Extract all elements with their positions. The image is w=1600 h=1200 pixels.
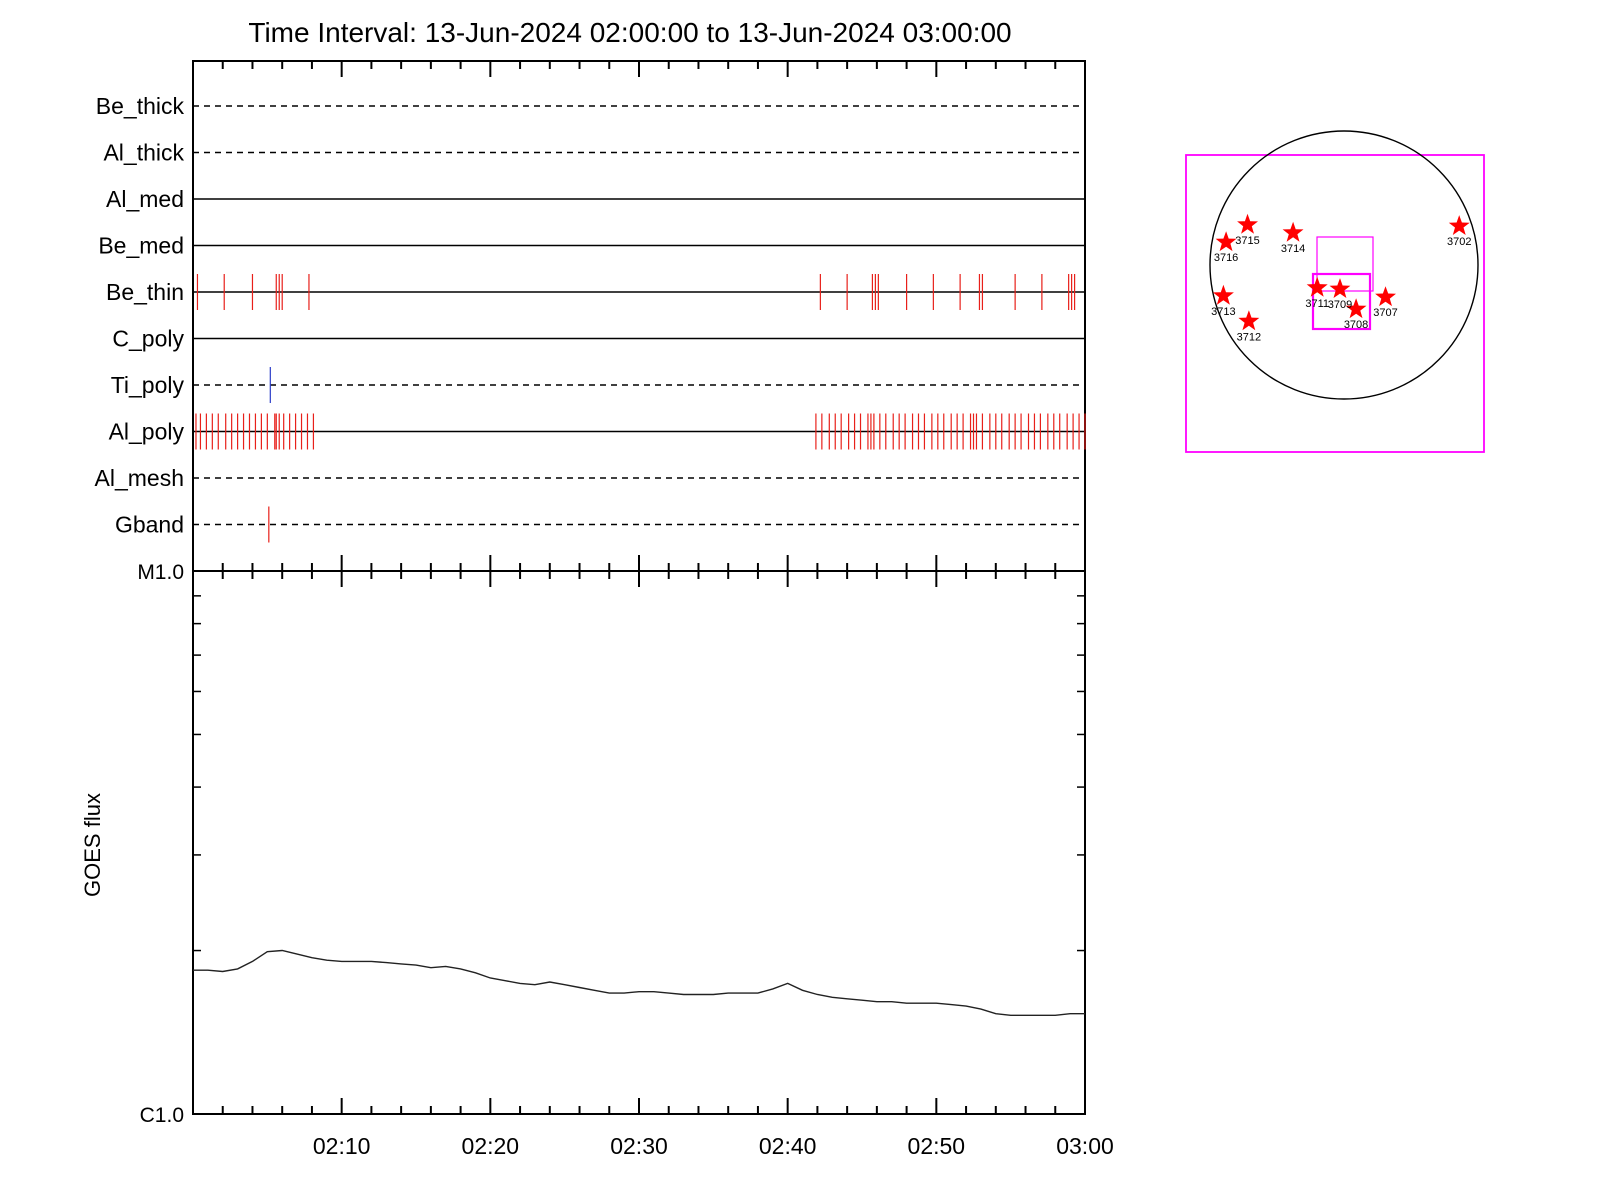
fov-inner-box bbox=[1316, 236, 1374, 292]
goes-flux-line bbox=[193, 949, 1085, 1016]
region-label: 3702 bbox=[1447, 236, 1471, 248]
channel-label: Al_med bbox=[106, 186, 184, 212]
region-star-marker bbox=[1345, 298, 1367, 319]
region-star-marker bbox=[1375, 286, 1396, 307]
region-star-marker bbox=[1282, 221, 1304, 242]
goes-flux-panel: M1.0 C1.0 02:10 02:20 02:30 02:40 02:50 03:00 bbox=[137, 561, 1113, 1159]
channel-label: Gband bbox=[115, 512, 184, 538]
region-star-marker bbox=[1215, 231, 1237, 252]
region-star-marker bbox=[1306, 276, 1328, 297]
chart-title: Time Interval: 13-Jun-2024 02:00:00 to 1… bbox=[248, 17, 1011, 48]
region-star-marker bbox=[1212, 284, 1234, 305]
region-label: 3712 bbox=[1237, 331, 1261, 343]
solar-disk-outline bbox=[1209, 130, 1479, 400]
channel-label: Ti_poly bbox=[111, 372, 185, 398]
channel-label: Al_poly bbox=[109, 419, 185, 445]
region-star-marker bbox=[1237, 213, 1258, 234]
region-label: 3707 bbox=[1373, 307, 1397, 319]
region-star-marker bbox=[1238, 310, 1260, 331]
channel-label: Be_thin bbox=[106, 279, 184, 305]
channel-label: Be_med bbox=[98, 233, 184, 259]
fov-active-box bbox=[1311, 272, 1372, 331]
region-label: 3713 bbox=[1211, 306, 1235, 318]
channel-label: Al_mesh bbox=[95, 465, 184, 491]
y-axis-label: GOES flux bbox=[80, 793, 105, 897]
x-tick-label: 02:10 bbox=[313, 1133, 371, 1159]
event-timeline-panel: Be_thick Al_thick Al_med Be_med Be_thin C_pol… bbox=[95, 60, 1086, 572]
flux-frame bbox=[192, 570, 1086, 1115]
x-tick-label: 02:40 bbox=[759, 1133, 817, 1159]
region-label: 3714 bbox=[1281, 243, 1305, 255]
channel-label: Al_thick bbox=[103, 140, 184, 166]
region-label: 3708 bbox=[1344, 319, 1368, 331]
region-star-marker bbox=[1329, 278, 1351, 298]
x-tick-label: 03:00 bbox=[1056, 1133, 1114, 1159]
region-label: 3715 bbox=[1235, 235, 1259, 247]
region-star-marker bbox=[1448, 215, 1470, 235]
fov-outer-box bbox=[1185, 154, 1485, 453]
timeline-frame bbox=[192, 60, 1086, 572]
x-tick-label: 02:50 bbox=[908, 1133, 966, 1159]
y-tick-label: C1.0 bbox=[140, 1104, 184, 1127]
region-label: 3711 bbox=[1305, 298, 1329, 310]
x-tick-label: 02:20 bbox=[462, 1133, 520, 1159]
region-label: 3716 bbox=[1214, 252, 1238, 264]
region-label: 3709 bbox=[1328, 299, 1352, 311]
channel-label: C_poly bbox=[112, 326, 184, 352]
y-tick-label: M1.0 bbox=[137, 561, 184, 584]
x-tick-label: 02:30 bbox=[610, 1133, 668, 1159]
channel-label: Be_thick bbox=[96, 93, 185, 119]
